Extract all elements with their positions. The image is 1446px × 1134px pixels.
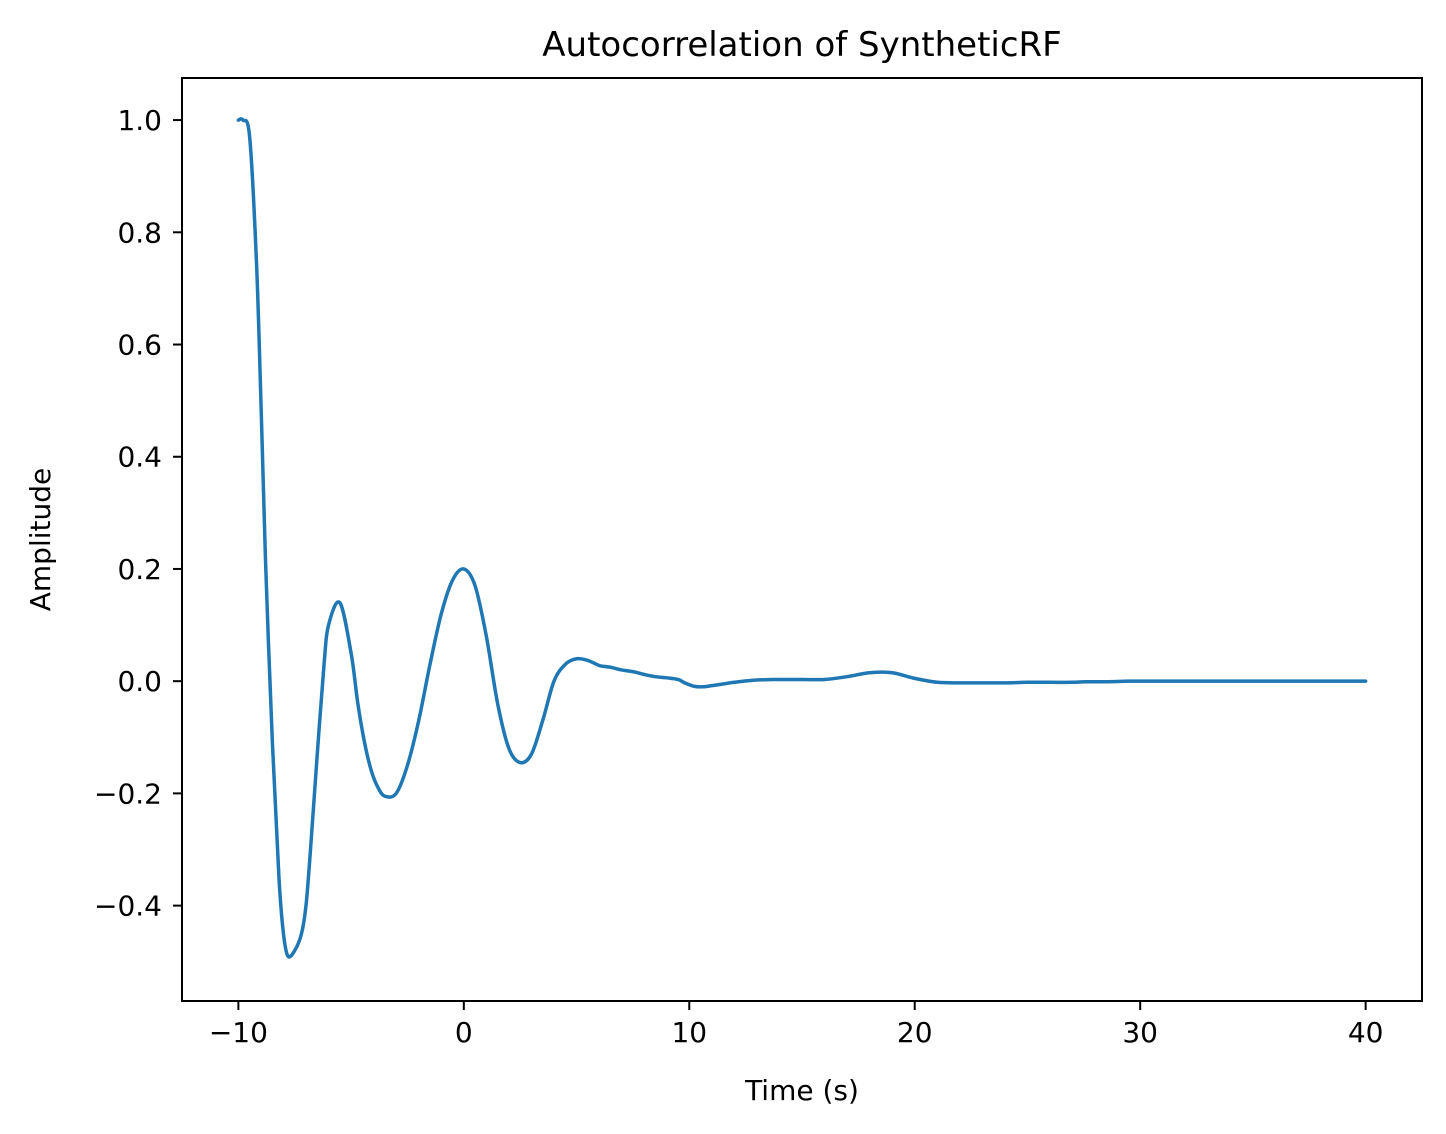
y-tick-label: −0.2 (94, 777, 162, 810)
chart-title: Autocorrelation of SyntheticRF (542, 25, 1061, 65)
y-tick-label: 0.8 (117, 216, 162, 249)
x-tick-label: 40 (1348, 1016, 1384, 1049)
x-tick-label: 0 (455, 1016, 473, 1049)
y-tick-label: 0.0 (117, 665, 162, 698)
x-tick-label: 20 (897, 1016, 933, 1049)
x-axis-ticks: −10 0 10 20 30 40 (209, 1001, 1384, 1049)
y-tick-label: 1.0 (117, 104, 162, 137)
y-axis-label: Amplitude (24, 468, 57, 612)
y-tick-label: 0.6 (117, 329, 162, 362)
y-axis-ticks: −0.4 −0.2 0.0 0.2 0.4 0.6 0.8 1.0 (94, 104, 182, 923)
x-tick-label: 30 (1122, 1016, 1158, 1049)
plot-area-frame (181, 77, 1423, 1002)
y-tick-label: −0.4 (94, 890, 162, 923)
x-tick-label: −10 (209, 1016, 268, 1049)
series-line (236, 117, 1368, 959)
x-axis-label: Time (s) (744, 1074, 859, 1107)
y-tick-label: 0.4 (117, 441, 162, 474)
x-tick-label: 10 (671, 1016, 707, 1049)
y-tick-label: 0.2 (117, 553, 162, 586)
